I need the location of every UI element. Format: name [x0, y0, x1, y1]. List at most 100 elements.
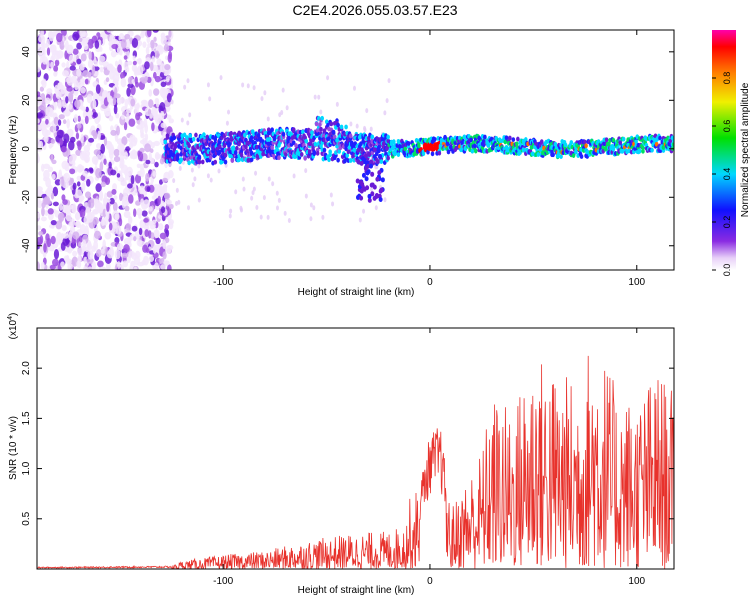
spectrogram-cell [355, 194, 360, 200]
colorbar-ticks: 0.0 0.2 0.4 0.6 0.8 [712, 72, 732, 276]
spectrogram-cell [93, 149, 101, 156]
spectrogram-cell [60, 85, 66, 95]
spectrogram-cell [120, 38, 127, 49]
spectrogram-cell [454, 145, 459, 151]
spectrogram-cell [142, 255, 149, 266]
spectrogram-cell [154, 50, 160, 59]
spectrogram-cell [153, 36, 157, 42]
spectrogram-cell [344, 124, 348, 130]
spectrogram-cell [70, 241, 77, 249]
spectrogram-cell [52, 258, 59, 267]
spectrogram-frame [36, 29, 675, 271]
spectrogram-cell [268, 136, 272, 142]
spectrogram-cell [146, 30, 152, 38]
spectrogram-cell [165, 245, 172, 254]
spectrogram-cell [367, 193, 372, 199]
spectrogram-cell [159, 157, 165, 165]
spectrogram-cell [111, 188, 117, 195]
spectrogram-cell [80, 86, 86, 94]
spectrogram-cell [41, 43, 45, 54]
spectrogram-cell [187, 160, 191, 166]
spectrogram-cell [37, 152, 40, 163]
spectrogram-cell [76, 247, 84, 256]
spectrogram-cell [321, 214, 325, 220]
spectrogram-cell [54, 84, 59, 94]
spectrogram-cell [165, 135, 170, 140]
spectrogram-cell [149, 61, 154, 72]
spectrogram-cell [79, 209, 86, 218]
spectrogram-cell [287, 217, 291, 223]
spectrogram-cell [147, 108, 152, 115]
snr-y-axis-label: SNR (10 * v/v) [8, 416, 19, 480]
spectrogram-cell [303, 135, 307, 141]
spectrogram-cell [235, 145, 239, 151]
spectrogram-cell [37, 112, 44, 118]
spectrogram-cell [49, 264, 56, 270]
spectrogram-cell [386, 155, 390, 161]
spectrogram-cell [310, 130, 314, 136]
spectrogram-cell [366, 169, 371, 175]
spectrogram-cell [118, 217, 123, 227]
spectrogram-cell [320, 115, 325, 121]
spectrogram-cell [202, 132, 206, 138]
spectrogram-cell [137, 57, 142, 65]
spectrogram-cell [96, 154, 101, 161]
spectrogram-cell [145, 172, 150, 182]
spectrogram-cell [87, 250, 94, 260]
spectrogram-cell [160, 35, 167, 45]
spectrogram-cell [262, 195, 266, 201]
spectrogram-cell [148, 255, 155, 263]
spectrogram-cell [142, 244, 148, 253]
spectrogram-cell [75, 132, 80, 140]
spectrogram-cell [50, 192, 55, 200]
spectrogram-cell [61, 176, 65, 187]
spectrogram-cell [383, 110, 387, 116]
spectrogram-cell [64, 40, 69, 51]
spectrogram-cell [131, 37, 139, 48]
spectrogram-cell [158, 258, 162, 264]
spectrogram-cell [252, 186, 256, 192]
spectrogram-cell [54, 50, 61, 61]
spectrogram-cell [126, 166, 133, 176]
spectrogram-cell [254, 170, 258, 176]
spectrogram-cell [144, 75, 149, 82]
spectrogram-cell [267, 176, 271, 182]
spectrogram-cell [62, 203, 69, 214]
spectrogram-cell [159, 179, 164, 185]
spectrogram-cell [187, 143, 191, 149]
spectrogram-cell [66, 118, 70, 129]
spectrogram-cell [275, 205, 279, 211]
spectrogram-cell [312, 205, 316, 211]
spectrogram-cell [331, 201, 335, 207]
spectrogram-cell [49, 44, 57, 53]
spectrogram-cell [79, 30, 86, 38]
spectrogram-cell [291, 127, 296, 133]
spectrogram-cell [193, 176, 197, 182]
spectrogram-cell [237, 141, 241, 147]
spectrogram-cell [154, 229, 159, 239]
spectrogram-cell [167, 170, 174, 179]
spectrogram-cell [301, 129, 305, 135]
spectrogram-cell [146, 36, 151, 44]
spectrogram-cell [135, 112, 141, 121]
spectrogram-cell [671, 142, 674, 147]
spectrogram-cell [38, 35, 46, 43]
spectrogram-cell [132, 55, 136, 61]
spectrogram-cell [536, 152, 541, 157]
spectrogram-cell [188, 133, 193, 139]
spectrogram-cell [153, 140, 161, 147]
spectrogram-cell [57, 119, 62, 126]
spectrogram-cell [604, 137, 609, 143]
spectrogram-cell [249, 135, 254, 140]
spectrogram-cell [57, 82, 62, 90]
spectrogram-cell [183, 84, 187, 90]
spectrogram-cell [59, 202, 63, 211]
spectrogram-cell [69, 65, 76, 71]
spectrogram-cell [95, 84, 101, 94]
spectrogram-cell [122, 260, 129, 268]
spectrogram-cell [62, 119, 67, 125]
spectrogram-cell [266, 214, 270, 220]
spectrogram-cell [95, 249, 102, 258]
spectrogram-cell [637, 148, 642, 154]
spectrogram-cell [145, 46, 150, 55]
